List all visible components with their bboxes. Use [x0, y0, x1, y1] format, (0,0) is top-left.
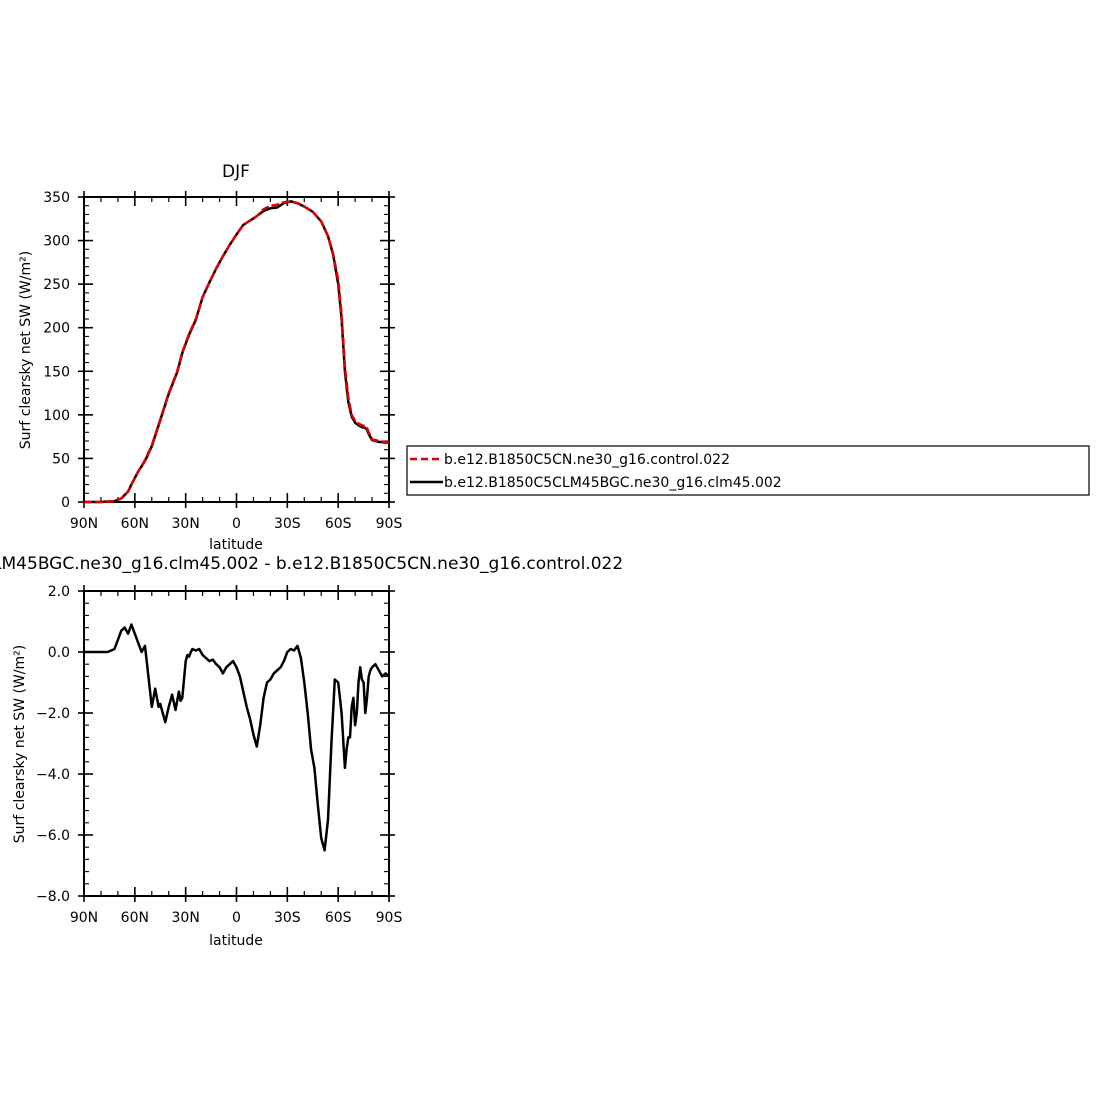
y-axis-label: Surf clearsky net SW (W/m²): [12, 645, 28, 843]
tick-marks: 90N 60N 30N 0 30S 60S 90S 0 50 100 150 200 250 300 350: [43, 190, 402, 532]
series-group: [84, 623, 390, 852]
legend-label-clm45: b.e12.B1850C5CLM45BGC.ne30_g16.clm45.002: [444, 475, 782, 491]
x-tick-label: 90N: [70, 516, 98, 532]
y-axis-label: Surf clearsky net SW (W/m²): [18, 251, 34, 449]
x-tick-label: 60N: [121, 516, 149, 532]
x-tick-label: 30S: [274, 910, 301, 926]
x-tick-label: 60N: [121, 910, 149, 926]
y-tick-label: 100: [43, 408, 70, 424]
x-tick-label: 30S: [274, 516, 301, 532]
y-tick-label: 150: [43, 364, 70, 380]
y-tick-label: −8.0: [36, 889, 70, 905]
x-tick-label: 90S: [376, 910, 403, 926]
legend: b.e12.B1850C5CN.ne30_g16.control.022 b.e…: [406, 445, 1090, 496]
top-panel: DJF 90N 60N 30N 0 30S 60S 90S 0 50 100 150 200 250 30…: [18, 162, 402, 553]
y-tick-label: 200: [43, 321, 70, 337]
y-tick-label: −6.0: [36, 828, 70, 844]
y-tick-label: 300: [43, 234, 70, 250]
series-line: [84, 200, 390, 504]
x-tick-label: 90N: [70, 910, 98, 926]
x-tick-label: 30N: [172, 910, 200, 926]
series-group: [84, 200, 390, 504]
chart-title: DJF: [222, 162, 250, 182]
y-tick-label: −4.0: [36, 767, 70, 783]
legend-label-control: b.e12.B1850C5CN.ne30_g16.control.022: [444, 452, 730, 468]
x-tick-label: 0: [232, 910, 241, 926]
x-tick-label: 60S: [325, 516, 352, 532]
y-tick-label: 350: [43, 190, 70, 206]
x-axis-label: latitude: [209, 537, 263, 553]
x-tick-label: 30N: [172, 516, 200, 532]
x-tick-label: 90S: [376, 516, 403, 532]
bottom-panel: b.e12.B1850C5CLM45BGC.ne30_g16.clm45.002…: [0, 554, 623, 949]
y-tick-label: 0: [61, 495, 70, 511]
difference-title: b.e12.B1850C5CLM45BGC.ne30_g16.clm45.002…: [0, 554, 623, 574]
x-tick-label: 60S: [325, 910, 352, 926]
y-tick-label: 50: [52, 451, 70, 467]
y-tick-label: −2.0: [36, 706, 70, 722]
legend-box: [406, 445, 1090, 496]
tick-marks: 90N 60N 30N 0 30S 60S 90S −8.0 −6.0 −4.0 −2.0 0.0 2.…: [36, 584, 402, 926]
y-tick-label: 0.0: [48, 645, 70, 661]
y-tick-label: 2.0: [48, 584, 70, 600]
series-line: [84, 623, 390, 852]
y-tick-label: 250: [43, 277, 70, 293]
x-tick-label: 0: [232, 516, 241, 532]
x-axis-label: latitude: [209, 933, 263, 949]
